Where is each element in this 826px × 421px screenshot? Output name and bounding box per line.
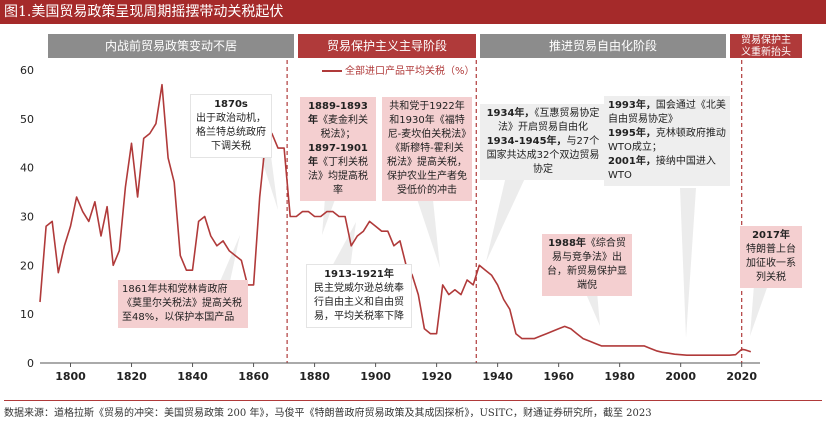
- page-title: 图1.美国贸易政策呈现周期摇摆带动关税起伏: [0, 0, 826, 24]
- annotation-1922-1930: 共和党于1922年和1930年《福特尼-麦坎伯关税法》《斯穆特-霍利关税法》提高…: [382, 97, 472, 201]
- annotation-1988-year: 1988年: [548, 238, 586, 249]
- annotation-1934-text: 《互惠贸易协定法》开启贸易自由化: [498, 108, 600, 133]
- x-tick-label-6: 1920: [421, 370, 452, 383]
- annotation-2017-text: 特朗普上台加征收一系列关税: [746, 244, 796, 283]
- y-tick-label-4: 40: [20, 162, 34, 175]
- x-tick-label-2: 1840: [177, 370, 208, 383]
- y-tick-label-0: 0: [27, 357, 34, 370]
- annotation-1889-1901: 1889-1893年《麦金利关税法》； 1897-1901年《丁利关税法》均提高…: [300, 97, 376, 201]
- phase-banner-protectionism: 贸易保护主义主导阶段: [298, 34, 476, 58]
- annotation-1913-year: 1913-1921年: [324, 269, 394, 280]
- y-tick-label-2: 20: [20, 259, 34, 272]
- x-tick-label-3: 1860: [238, 370, 269, 383]
- annotation-1995-text: 克林顿政府推动WTO成立；: [608, 128, 726, 153]
- annotation-1861-text: 1861年共和党林肯政府《莫里尔关税法》提高关税至48%，以保护本国产品: [122, 284, 242, 323]
- annotation-2017: 2017年 特朗普上台加征收一系列关税: [740, 226, 802, 288]
- phase-banner-pre-civil-war: 内战前贸易政策变动不居: [48, 34, 294, 58]
- annotation-1934-1945-text: 与27个国家共达成32个双边贸易协定: [486, 136, 600, 175]
- y-tick-label-6: 60: [20, 64, 34, 77]
- annotation-1870s-year: 1870s: [214, 99, 248, 110]
- x-tick-label-1: 1820: [116, 370, 147, 383]
- annotation-1988-text: 《综合贸易与竞争法》出台，新贸易保护显端倪: [547, 238, 627, 291]
- annotation-1913-text: 民主党威尔逊总统奉行自由主义和自由贸易，平均关税率下降: [314, 283, 404, 322]
- phase-banner-liberalization: 推进贸易自由化阶段: [480, 34, 726, 58]
- annotation-1913-1921: 1913-1921年 民主党威尔逊总统奉行自由主义和自由贸易，平均关税率下降: [306, 264, 412, 328]
- annotation-1993-year: 1993年，: [608, 100, 656, 111]
- x-tick-label-11: 2020: [726, 370, 757, 383]
- annotation-2001-text: 接纳中国进入WTO: [608, 156, 716, 181]
- annotation-1934-1945: 1934年，《互惠贸易协定法》开启贸易自由化 1934-1945年，与27个国家…: [480, 104, 606, 180]
- callout-pointer-1993: [680, 188, 696, 338]
- callout-pointer-2017: [750, 285, 768, 336]
- x-tick-label-10: 2000: [665, 370, 696, 383]
- annotation-1988: 1988年《综合贸易与竞争法》出台，新贸易保护显端倪: [542, 234, 632, 296]
- source-note: 数据来源：道格拉斯《贸易的冲突：美国贸易政策 200 年》，马俊平《特朗普政府贸…: [4, 400, 822, 419]
- x-tick-label-9: 1980: [604, 370, 635, 383]
- y-tick-label-1: 10: [20, 308, 34, 321]
- annotation-1889-text: 《麦金利关税法》；: [318, 115, 368, 140]
- legend-line-swatch: [322, 70, 342, 72]
- phase-banner-resurgence: 贸易保护主义重新抬头: [730, 34, 802, 58]
- annotation-1897-year: 1897-1901年: [308, 143, 368, 168]
- annotation-1861: 1861年共和党林肯政府《莫里尔关税法》提高关税至48%，以保护本国产品: [118, 280, 248, 328]
- x-tick-label-0: 1800: [55, 370, 86, 383]
- callout-pointer-1922: [414, 190, 440, 268]
- annotation-2017-year: 2017年: [752, 230, 790, 241]
- annotation-1889-year: 1889-1893年: [308, 101, 368, 126]
- callout-pointer-1934: [486, 176, 526, 262]
- annotation-1995-year: 1995年，: [608, 128, 656, 139]
- annotation-1934-1945-year: 1934-1945年，: [486, 136, 567, 147]
- y-tick-label-3: 30: [20, 211, 34, 224]
- chart-legend: 全部进口产品平均关税（%）: [322, 62, 475, 77]
- legend-label: 全部进口产品平均关税（%）: [345, 66, 475, 77]
- x-tick-label-8: 1960: [543, 370, 574, 383]
- annotation-1897-text: 《丁利关税法》均提高税率: [308, 157, 368, 196]
- annotation-1934-year: 1934年，: [486, 108, 535, 119]
- annotation-1993-2001: 1993年，国会通过《北美自由贸易协定》 1995年，克林顿政府推动WTO成立；…: [604, 96, 730, 186]
- annotation-1870s-text: 出于政治动机，格兰特总统政府下调关税: [196, 113, 266, 152]
- tariff-series-line: [39, 83, 752, 357]
- annotation-1922-text: 共和党于1922年和1930年《福特尼-麦坎伯关税法》《斯穆特-霍利关税法》提高…: [387, 101, 467, 196]
- x-tick-label-4: 1880: [299, 370, 330, 383]
- annotation-2001-year: 2001年，: [608, 156, 656, 167]
- x-tick-label-7: 1940: [482, 370, 513, 383]
- annotation-1993-text: 国会通过《北美自由贸易协定》: [608, 100, 726, 125]
- annotation-1870s: 1870s 出于政治动机，格兰特总统政府下调关税: [190, 94, 272, 158]
- x-tick-label-5: 1900: [360, 370, 391, 383]
- callout-pointer-1913: [330, 222, 356, 270]
- y-tick-label-5: 50: [20, 113, 34, 126]
